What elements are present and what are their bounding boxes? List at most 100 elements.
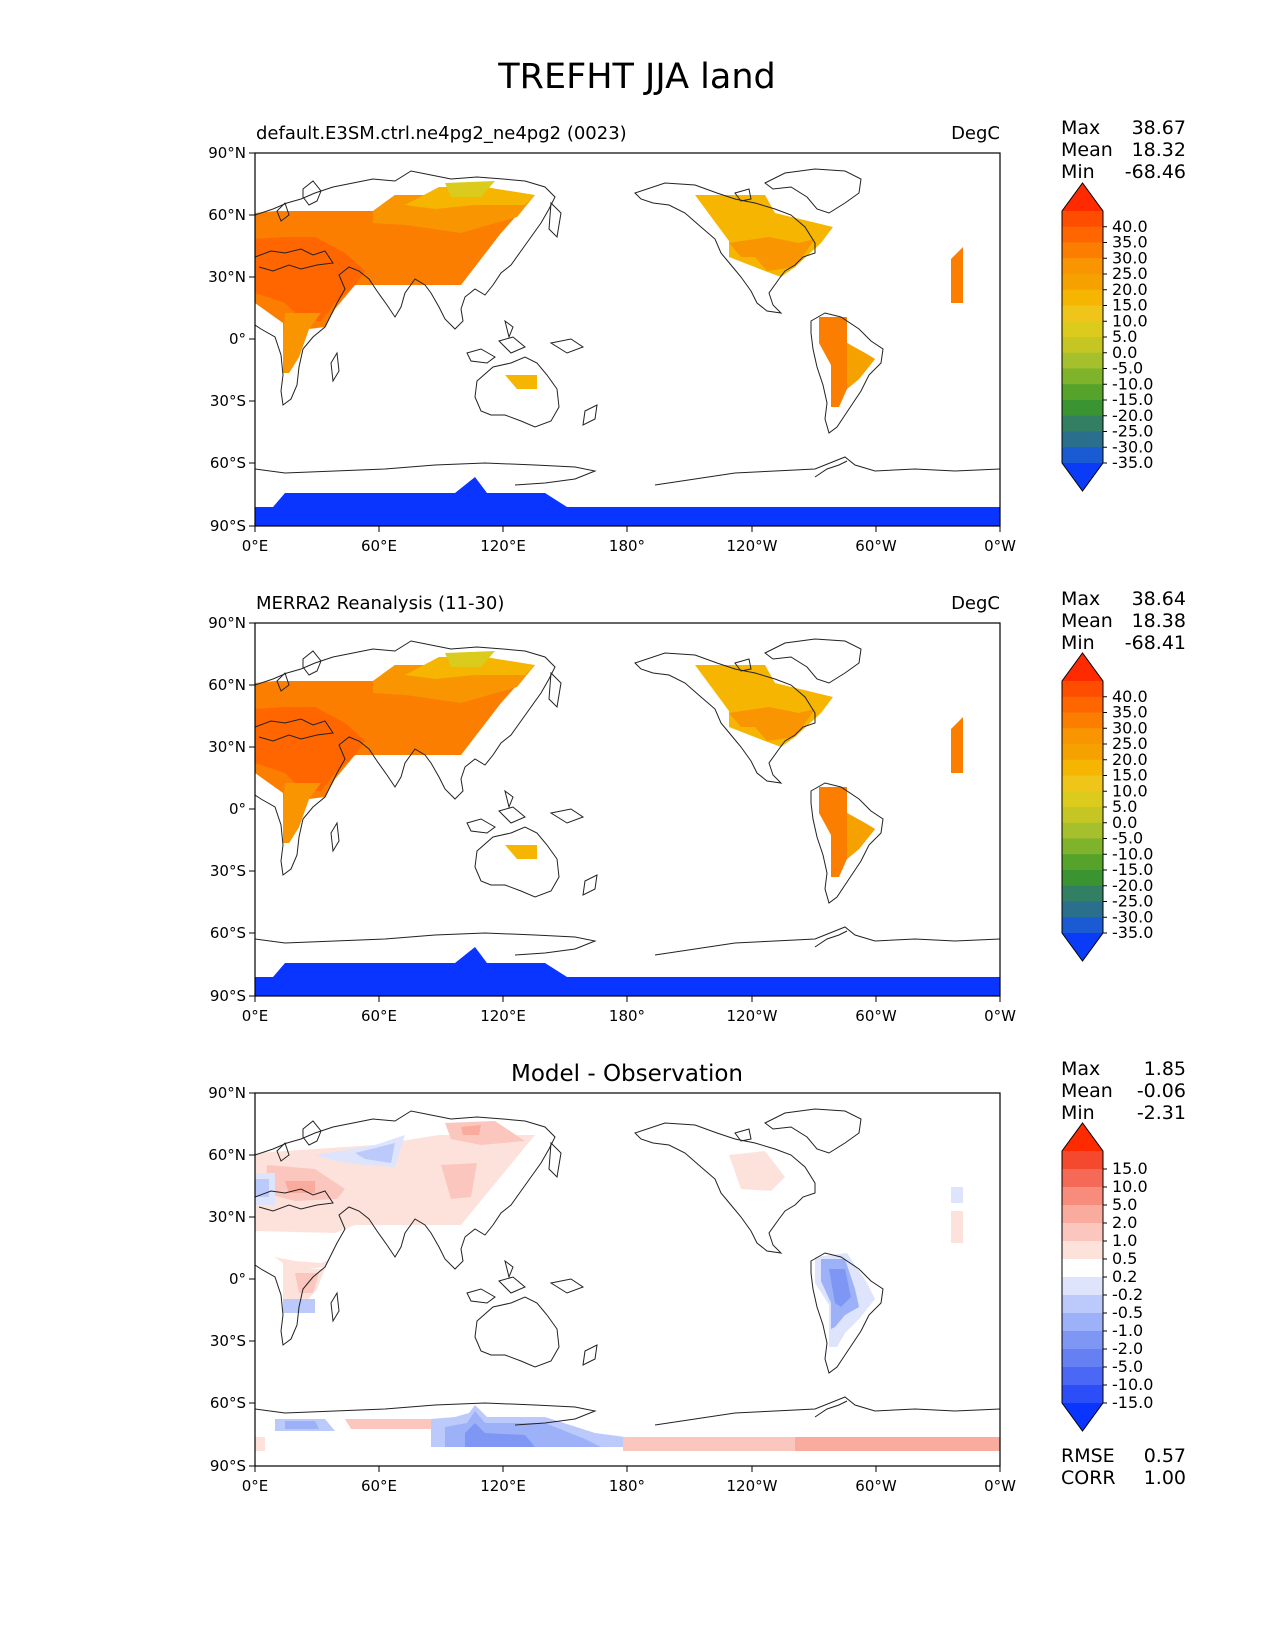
lat-tick-label: 0° [229, 330, 246, 348]
lon-axis: 0°E 60°E 120°E 180° 120°W 60°W 0°W [242, 1466, 1016, 1495]
colorbar-tick-label: 1.0 [1112, 1231, 1137, 1250]
colorbar-model: 40.035.030.025.020.015.010.05.00.0-5.0-1… [1061, 182, 1153, 492]
lon-tick-label: 120°W [727, 537, 778, 555]
colorbar-segment [1062, 337, 1103, 354]
lat-tick-label: 90°N [208, 1084, 246, 1102]
colorbar-tick-label: -35.0 [1112, 453, 1153, 472]
colorbar-extend-min [1062, 1403, 1103, 1431]
colorbar-tick-label: -10.0 [1112, 374, 1153, 393]
colorbar-segment [1062, 744, 1103, 761]
colorbar-segment [1062, 807, 1103, 824]
panel-right-title: DegC [951, 593, 1000, 614]
colorbar-segment [1062, 289, 1103, 307]
lon-tick-label: 120°W [727, 1007, 778, 1025]
stat-value: 18.32 [1132, 139, 1186, 161]
panel-left-title: default.E3SM.ctrl.ne4pg2_ne4pg2 (0023) [256, 123, 627, 144]
error-stats: RMSE 0.57 CORR 1.00 [1061, 1445, 1186, 1489]
stat-value: -68.46 [1125, 161, 1186, 183]
map-area [255, 623, 1000, 996]
panel-center-title: Model - Observation [511, 1061, 743, 1087]
lon-tick-label: 60°W [855, 1007, 897, 1025]
colorbar-tick-label: -20.0 [1112, 876, 1153, 895]
map-area [255, 153, 1000, 526]
colorbar-segment [1062, 1259, 1103, 1278]
colorbar-tick-label: -10.0 [1112, 1375, 1153, 1394]
colorbar-tick-label: -0.2 [1112, 1285, 1143, 1304]
corr-label: CORR [1061, 1467, 1116, 1489]
colorbar-segment [1062, 242, 1103, 259]
lon-axis: 0°E 60°E 120°E 180° 120°W 60°W 0°W [242, 996, 1016, 1025]
colorbar-tick-label: -25.0 [1112, 892, 1153, 911]
colorbar-tick-label: -5.0 [1112, 359, 1143, 378]
colorbar-tick-label: 5.0 [1112, 327, 1137, 346]
lon-tick-label: 180° [609, 1007, 645, 1025]
stat-label: Min [1061, 632, 1095, 654]
lon-tick-label: 0°E [242, 537, 269, 555]
colorbar-tick-label: 35.0 [1112, 703, 1148, 722]
colorbar-segment [1062, 1367, 1103, 1386]
colorbar-segment [1062, 1295, 1103, 1314]
stat-value: 38.67 [1132, 117, 1186, 139]
colorbar-tick-label: 15.0 [1112, 296, 1148, 315]
colorbar-tick-label: -15.0 [1112, 390, 1153, 409]
lat-tick-label: 30°S [210, 392, 246, 410]
lon-tick-label: 180° [609, 537, 645, 555]
stat-value: -68.41 [1125, 632, 1186, 654]
map-area [255, 1093, 1000, 1466]
lon-tick-label: 120°W [727, 1477, 778, 1495]
colorbar-tick-label: 0.5 [1112, 1249, 1137, 1268]
colorbar-segment [1062, 775, 1103, 792]
colorbar-segment [1062, 854, 1103, 871]
colorbar-tick-label: -1.0 [1112, 1321, 1143, 1340]
colorbar-segment [1062, 728, 1103, 745]
lat-tick-label: 60°N [208, 676, 246, 694]
colorbar-segment [1062, 1169, 1103, 1188]
stats-model: Max 38.67 Mean 18.32 Min -68.46 [1061, 117, 1186, 183]
lat-tick-label: 30°S [210, 1332, 246, 1350]
colorbar-segment [1062, 917, 1103, 934]
colorbar-tick-label: 20.0 [1112, 750, 1148, 769]
lon-tick-label: 60°E [361, 1007, 397, 1025]
colorbar-segment [1062, 681, 1103, 698]
figure-title: TREFHT JJA land [497, 57, 775, 97]
colorbar-segment [1062, 274, 1103, 291]
colorbar-observation: 40.035.030.025.020.015.010.05.00.0-5.0-1… [1061, 652, 1153, 962]
lat-tick-label: 30°S [210, 862, 246, 880]
lon-axis: 0°E 60°E 120°E 180° 120°W 60°W 0°W [242, 526, 1016, 555]
rmse-value: 0.57 [1144, 1445, 1186, 1467]
lon-tick-label: 0°W [984, 1477, 1016, 1495]
lon-tick-label: 120°E [480, 1477, 526, 1495]
colorbar-segment [1062, 712, 1103, 729]
colorbar-segment [1062, 1223, 1103, 1242]
stat-value: 18.38 [1132, 610, 1186, 632]
lat-axis: 90°N 60°N 30°N 0° 30°S 60°S 90°S [208, 1084, 255, 1475]
stat-value: 1.85 [1144, 1058, 1186, 1080]
colorbar-segment [1062, 384, 1103, 401]
lat-tick-label: 90°N [208, 144, 246, 162]
colorbar-segment [1062, 415, 1103, 433]
rmse-label: RMSE [1061, 1445, 1115, 1467]
panel-right-title: DegC [951, 123, 1000, 144]
colorbar-tick-label: -5.0 [1112, 1357, 1143, 1376]
colorbar-segment [1062, 1349, 1103, 1368]
lon-tick-label: 0°E [242, 1477, 269, 1495]
colorbar-tick-label: -2.0 [1112, 1339, 1143, 1358]
stat-label: Max [1061, 588, 1100, 610]
stat-label: Min [1061, 161, 1095, 183]
colorbar-tick-label: -35.0 [1112, 923, 1153, 942]
lat-tick-label: 60°N [208, 206, 246, 224]
lon-tick-label: 60°W [855, 537, 897, 555]
panel-observation: MERRA2 Reanalysis (11-30) DegC 90°N 60°N… [208, 593, 1016, 1025]
lat-tick-label: 60°S [210, 1394, 246, 1412]
colorbar-tick-label: -10.0 [1112, 844, 1153, 863]
colorbar-segment [1062, 1331, 1103, 1350]
stat-label: Min [1061, 1102, 1095, 1124]
panel-difference: Model - Observation 90°N 60°N 30°N 0° 30… [208, 1061, 1016, 1495]
colorbar-segment [1062, 400, 1103, 417]
lat-axis: 90°N 60°N 30°N 0° 30°S 60°S 90°S [208, 614, 255, 1005]
lat-tick-label: 90°S [210, 517, 246, 535]
colorbar-tick-label: -30.0 [1112, 437, 1153, 456]
colorbar-tick-label: 2.0 [1112, 1213, 1137, 1232]
stat-value: -2.31 [1137, 1102, 1186, 1124]
